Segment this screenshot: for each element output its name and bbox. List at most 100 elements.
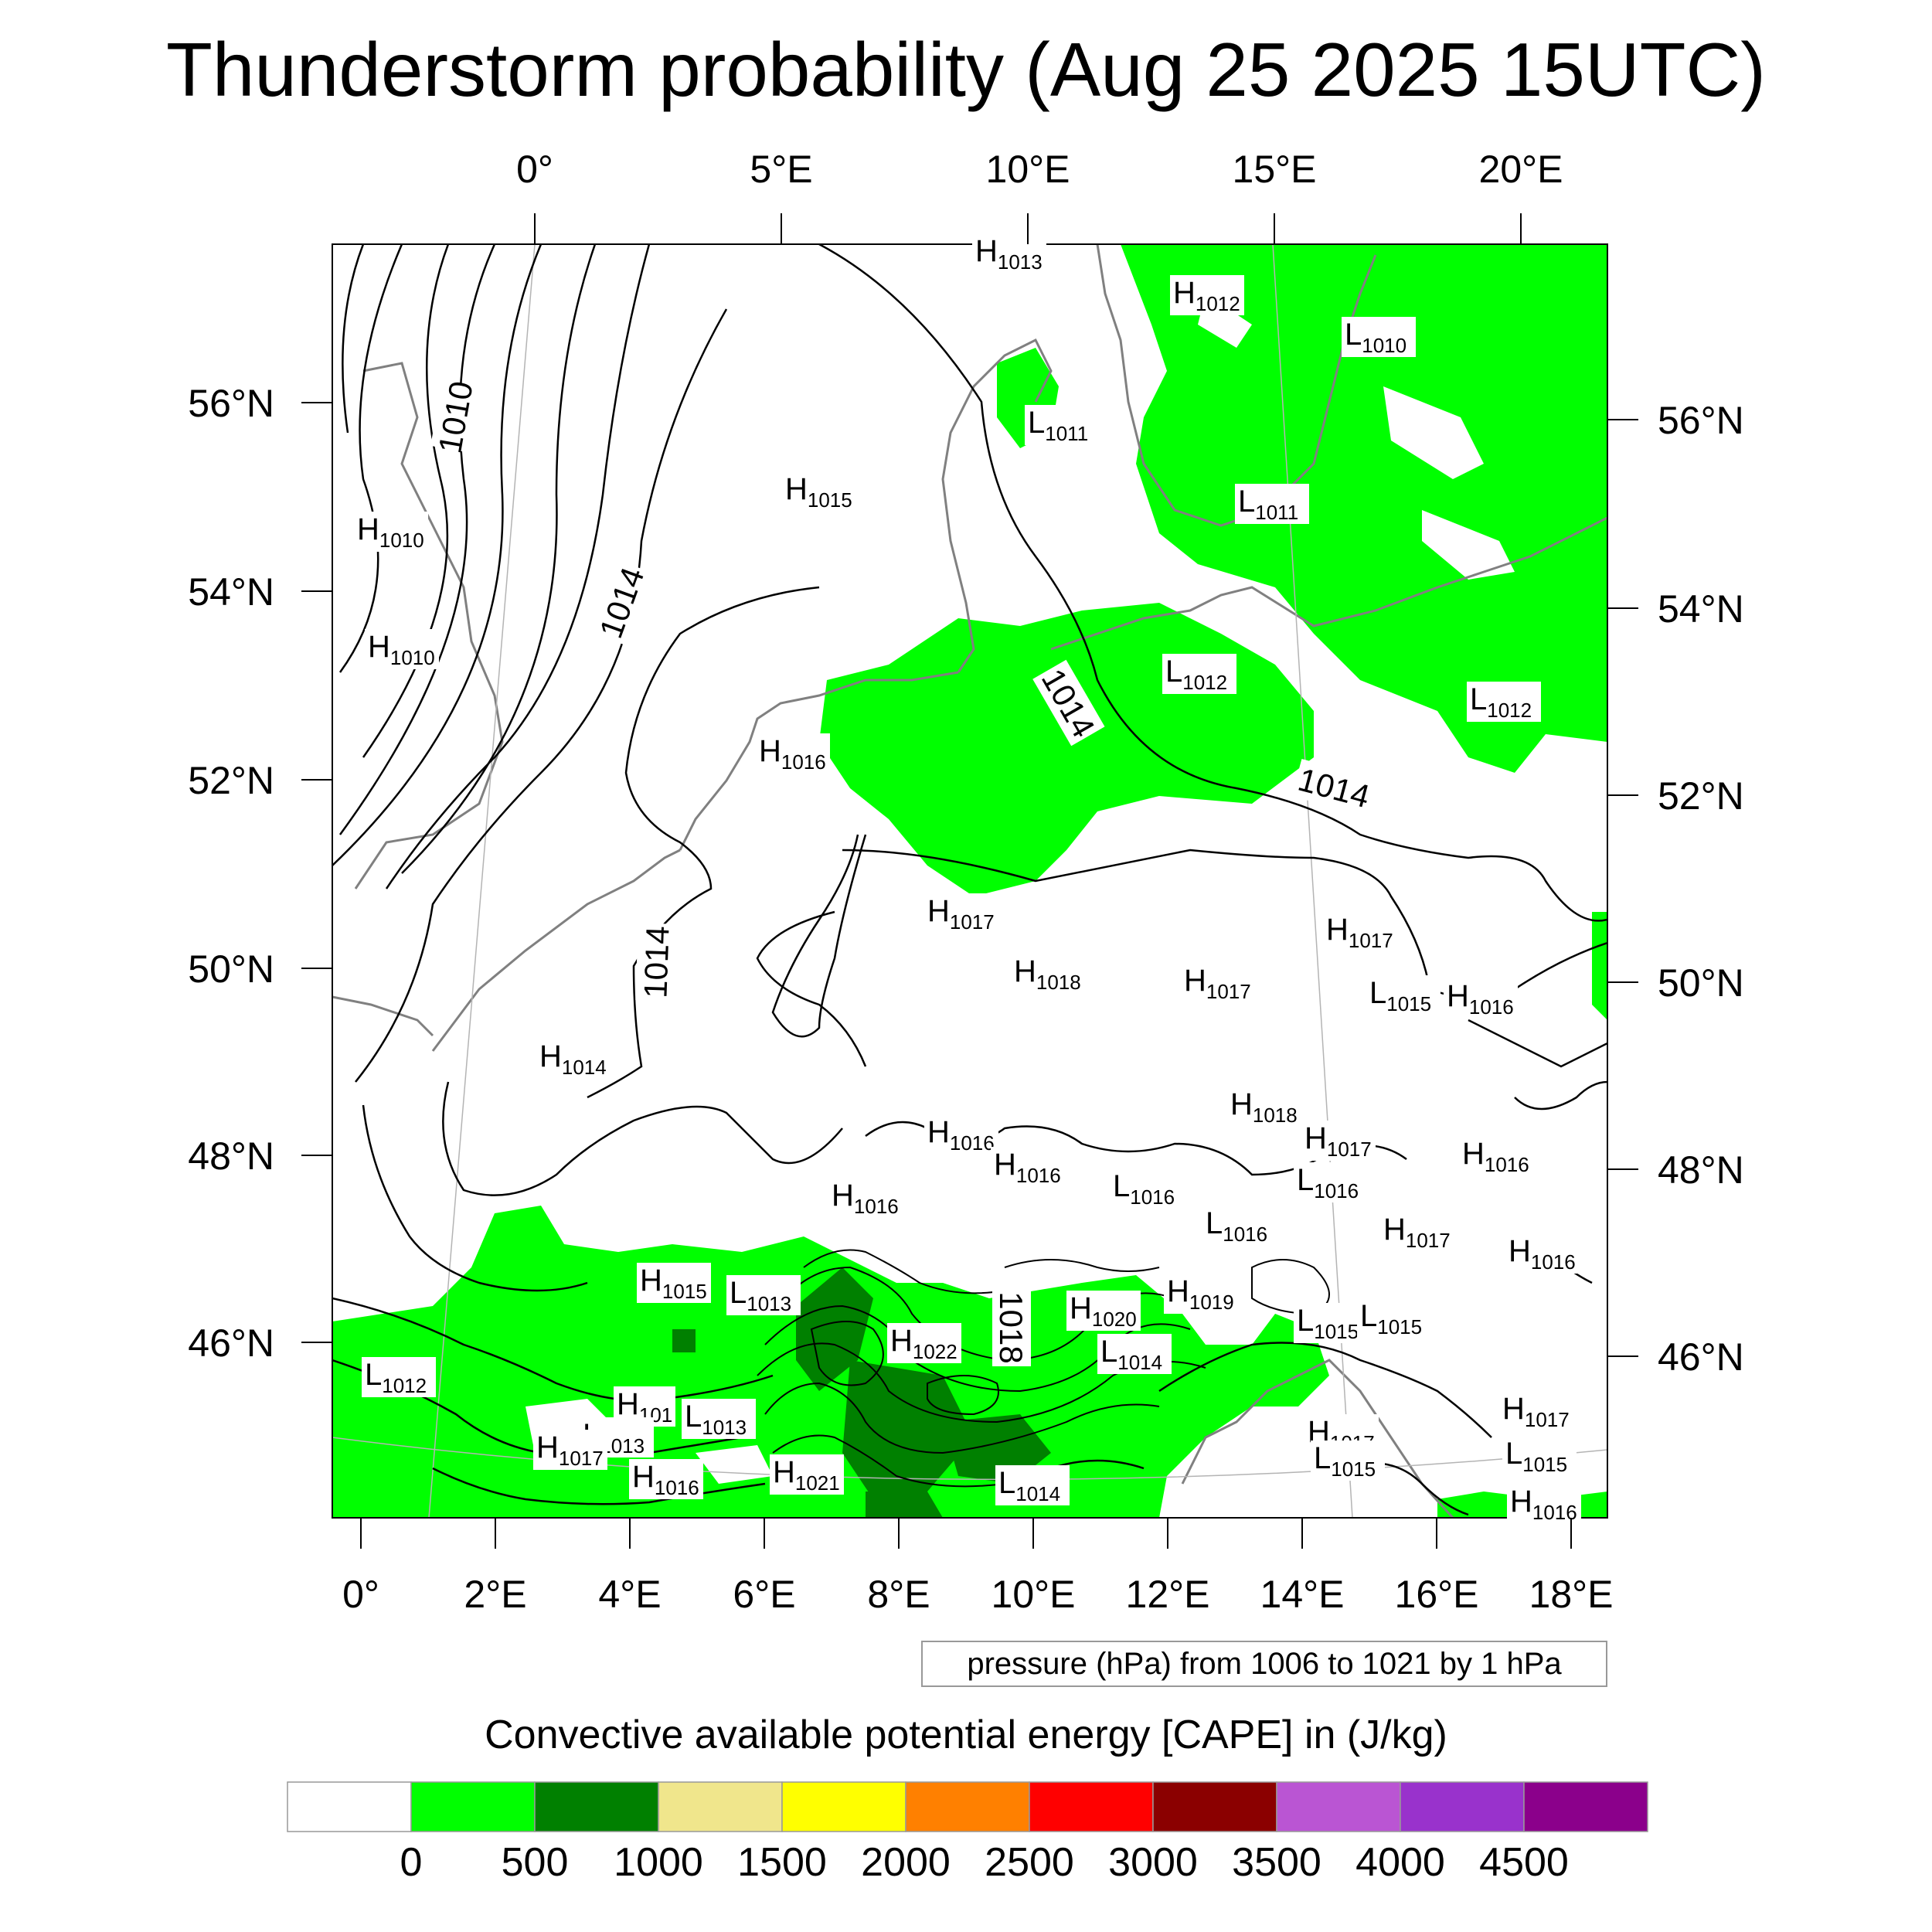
low-pressure-label: L1014 — [1097, 1334, 1172, 1374]
lon-label: 4°E — [598, 1573, 661, 1616]
isobar — [385, 244, 651, 889]
high-pressure-label: H1016 — [1505, 1233, 1580, 1274]
svg-text:H1016: H1016 — [1510, 1485, 1577, 1524]
alpine-isobar — [803, 1249, 1005, 1294]
svg-text:L1015: L1015 — [1505, 1437, 1567, 1476]
isobar — [442, 1081, 843, 1196]
colorbar-swatch — [1523, 1781, 1648, 1832]
svg-text:L1016: L1016 — [1297, 1163, 1359, 1202]
svg-text:L1016: L1016 — [1206, 1206, 1267, 1246]
colorbar-title: Convective available potential energy [C… — [485, 1713, 1447, 1757]
lat-label: 52°N — [188, 759, 274, 802]
isobar-1014 — [355, 308, 728, 1083]
high-pressure-label: H1017 — [533, 1430, 607, 1470]
high-pressure-label: H1013 — [972, 233, 1046, 274]
colorbar-swatch — [781, 1781, 906, 1832]
map-frame — [332, 243, 1608, 1519]
right-latitude-labels: 56°N 54°N 52°N 50°N 48°N 46°N — [1658, 399, 1744, 1379]
alpine-isobar — [764, 1382, 1160, 1454]
high-pressure-label: H1016 — [756, 733, 830, 774]
high-pressure-label: H1016 — [924, 1114, 998, 1155]
colorbar-tick-labels: 0 500 1000 1500 2000 2500 3000 3500 4000… — [0, 1839, 1932, 1893]
cape-colorbar — [287, 1781, 1648, 1832]
colorbar-tick: 4000 — [1355, 1840, 1445, 1885]
lat-label: 54°N — [1658, 587, 1744, 631]
low-pressure-label: L1015 — [1366, 975, 1440, 1015]
alpine-isobar — [772, 1434, 1005, 1488]
bottom-longitude-labels: 0° 2°E 4°E 6°E 8°E 10°E 12°E 14°E 16°E 1… — [342, 1573, 1613, 1616]
svg-text:L1015: L1015 — [1360, 1299, 1422, 1338]
cape-gap-1 — [1383, 386, 1484, 479]
lon-label: 15°E — [1233, 148, 1317, 191]
coast-denmark — [941, 338, 1053, 673]
lon-label: 18°E — [1529, 1573, 1614, 1616]
alpine-isobar — [927, 1375, 999, 1416]
colorbar-tick: 1000 — [614, 1840, 703, 1885]
contour-label: 1014 — [590, 560, 653, 646]
svg-text:H1010: H1010 — [368, 630, 435, 669]
svg-text:L1012: L1012 — [1165, 655, 1227, 694]
lat-label: 54°N — [188, 570, 274, 614]
svg-text:L1011: L1011 — [1238, 485, 1298, 524]
low-pressure-label: L1016 — [1202, 1206, 1277, 1246]
pressure-centers: H1013 H1012 L1010 L1011 H1015 L1011 H1010 H1010… — [354, 233, 1581, 1524]
svg-text:H1016: H1016 — [832, 1179, 899, 1218]
colorbar-tick: 0 — [400, 1840, 423, 1885]
svg-text:H1019: H1019 — [1167, 1274, 1234, 1314]
lon-label: 16°E — [1395, 1573, 1479, 1616]
svg-text:H1021: H1021 — [773, 1455, 840, 1495]
left-latitude-labels: 56°N 54°N 52°N 50°N 48°N 46°N — [188, 382, 274, 1365]
isobar — [342, 244, 365, 434]
cape-dark-1 — [796, 1267, 873, 1391]
isobar — [332, 1297, 774, 1402]
low-pressure-label: L1015 — [1357, 1298, 1431, 1338]
high-pressure-label: H1016 — [1444, 978, 1518, 1019]
colorbar-swatch — [1276, 1781, 1401, 1832]
svg-text:H1013: H1013 — [975, 234, 1043, 274]
svg-text:H1017: H1017 — [1383, 1213, 1451, 1252]
svg-text:H1016: H1016 — [1462, 1137, 1529, 1176]
contour-label: 1010 — [430, 379, 480, 456]
high-pressure-label: H1014 — [536, 1039, 611, 1079]
cape-area-northeast — [1121, 244, 1607, 773]
svg-text:H1016: H1016 — [927, 1115, 995, 1155]
isobar — [1468, 1019, 1607, 1068]
svg-text:H1010: H1010 — [357, 512, 424, 552]
svg-text:L1012: L1012 — [1470, 682, 1532, 722]
svg-text:H1017: H1017 — [1304, 1121, 1372, 1161]
lat-label: 56°N — [1658, 399, 1744, 442]
low-pressure-label: L1015 — [1311, 1440, 1385, 1481]
svg-text:H1015: H1015 — [640, 1264, 707, 1303]
low-pressure-label: L1015 — [1294, 1303, 1368, 1343]
lat-label: 50°N — [188, 947, 274, 991]
high-pressure-label: H1017 — [1301, 1121, 1376, 1161]
svg-text:H1016: H1016 — [759, 734, 826, 774]
low-pressure-label: L1016 — [1110, 1168, 1184, 1209]
low-pressure-label: L1013 — [682, 1399, 756, 1439]
colorbar-tick: 500 — [501, 1840, 569, 1885]
high-pressure-label: H1019 — [1164, 1274, 1238, 1314]
high-pressure-label: H1018 — [1227, 1087, 1301, 1127]
high-pressure-label: H1020 — [1066, 1291, 1141, 1331]
contour-labels: 1010 1014 1014 1014 1014 1018 — [430, 379, 1377, 1366]
low-pressure-label: L1011 — [1235, 484, 1309, 524]
high-pressure-label: H1012 — [1170, 275, 1244, 315]
lat-label: 52°N — [1658, 774, 1744, 818]
colorbar-tick: 3000 — [1108, 1840, 1198, 1885]
svg-text:H1017: H1017 — [927, 894, 995, 934]
alpine-isobar — [1004, 1259, 1160, 1272]
svg-text:H1015: H1015 — [785, 472, 852, 512]
high-pressure-label: H1016 — [629, 1459, 703, 1499]
lon-label: 10°E — [986, 148, 1070, 191]
svg-text:L1015: L1015 — [1297, 1304, 1359, 1343]
lon-label: 6°E — [733, 1573, 795, 1616]
colorbar-tick: 3500 — [1232, 1840, 1321, 1885]
high-pressure-label: H1010 — [354, 512, 428, 552]
lat-label: 48°N — [188, 1134, 274, 1178]
high-pressure-label: H1016 — [828, 1178, 903, 1218]
svg-text:H1016: H1016 — [632, 1460, 699, 1499]
high-pressure-label: H1015 — [637, 1263, 711, 1303]
lat-label: 48°N — [1658, 1148, 1744, 1192]
svg-text:H1018: H1018 — [1014, 954, 1081, 994]
